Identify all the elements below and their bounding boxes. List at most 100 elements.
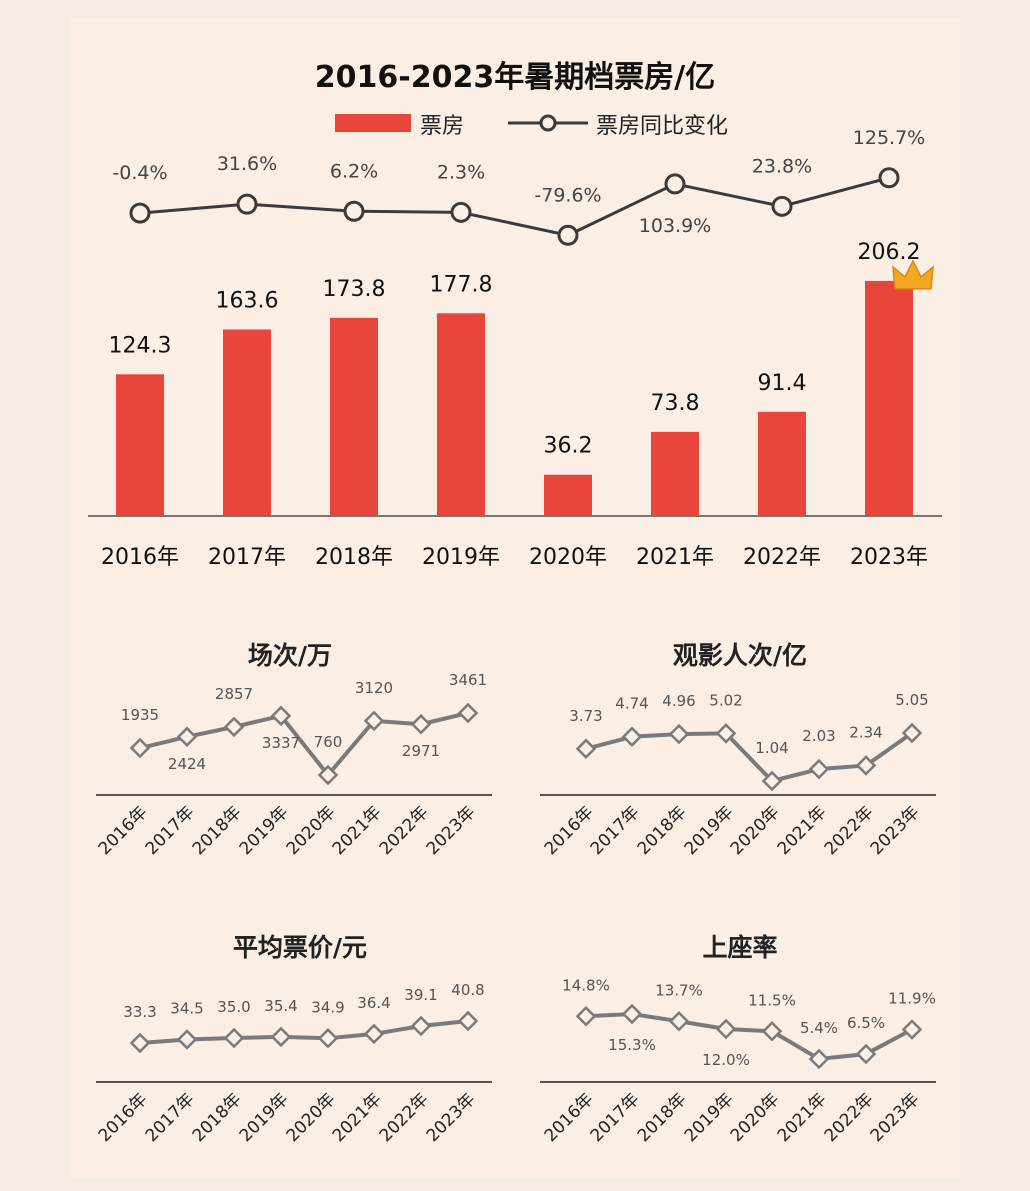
x-tick-label: 2017年 <box>142 802 199 859</box>
bar-value-label: 124.3 <box>109 333 172 358</box>
chart-title-admissions: 观影人次/亿 <box>672 641 808 670</box>
data-point <box>457 1010 479 1032</box>
yoy-value-label: 125.7% <box>853 127 925 149</box>
data-point <box>668 723 690 745</box>
bar <box>330 317 378 516</box>
data-point <box>855 755 877 776</box>
data-label: 36.4 <box>357 994 390 1012</box>
main-chart: 124.3 2016年 163.6 2017年 173.8 2018年 177.8 2019年… <box>88 127 942 570</box>
data-label: 3337 <box>262 734 300 752</box>
x-tick-label: 2020年 <box>283 1089 340 1146</box>
x-tick-label: 2020年 <box>529 545 607 570</box>
x-tick-label: 2020年 <box>727 1089 784 1146</box>
data-label: 5.05 <box>895 691 928 709</box>
data-point <box>270 705 292 727</box>
data-label: 760 <box>314 733 343 751</box>
x-tick-label: 2018年 <box>315 545 393 570</box>
data-label: 3120 <box>355 679 393 697</box>
x-tick-label: 2021年 <box>329 802 386 859</box>
chart-title-occupancy: 上座率 <box>702 933 778 962</box>
yoy-point <box>664 173 686 195</box>
x-tick-label: 2017年 <box>208 545 286 570</box>
data-point <box>176 1029 198 1050</box>
yoy-point <box>236 193 258 215</box>
data-label: 14.8% <box>562 976 610 994</box>
bar <box>437 313 485 516</box>
main-legend: 票房 票房同比变化 <box>0 108 1030 139</box>
x-tick-label: 2021年 <box>329 1089 386 1146</box>
yoy-point <box>129 202 151 224</box>
data-point <box>855 1043 877 1065</box>
data-point <box>808 758 830 780</box>
data-label: 2857 <box>215 685 253 703</box>
yoy-point <box>450 201 472 223</box>
x-tick-label: 2022年 <box>376 802 433 859</box>
bar-value-label: 36.2 <box>544 434 593 459</box>
x-tick-label: 2016年 <box>95 1089 152 1146</box>
data-point <box>270 1026 292 1048</box>
bar-value-label: 163.6 <box>216 288 279 313</box>
bar <box>544 474 592 516</box>
data-label: 13.7% <box>655 981 703 999</box>
legend-line-swatch <box>508 114 588 132</box>
x-tick-label: 2023年 <box>867 1089 924 1146</box>
x-tick-label: 2021年 <box>774 1089 831 1146</box>
data-point <box>223 716 245 738</box>
x-tick-label: 2022年 <box>743 545 821 570</box>
bar-value-label: 177.8 <box>430 272 493 297</box>
x-tick-label: 2022年 <box>376 1089 433 1146</box>
bar-value-label: 73.8 <box>651 391 700 416</box>
bar <box>116 374 164 516</box>
data-point <box>317 1028 339 1049</box>
x-tick-label: 2019年 <box>681 802 738 859</box>
data-point <box>363 710 385 732</box>
data-label: 2.03 <box>802 727 835 745</box>
x-tick-label: 2018年 <box>189 802 246 859</box>
x-tick-label: 2016年 <box>95 802 152 859</box>
x-tick-label: 2020年 <box>727 802 784 859</box>
data-label: 2971 <box>402 742 440 760</box>
x-tick-label: 2017年 <box>142 1089 199 1146</box>
crown-shape <box>892 259 934 290</box>
bar-value-label: 91.4 <box>758 371 807 396</box>
data-point <box>715 723 737 744</box>
data-point <box>621 1003 643 1025</box>
data-label: 15.3% <box>608 1036 656 1054</box>
data-point <box>761 770 783 792</box>
chart-title-screenings: 场次/万 <box>247 641 333 670</box>
bar-value-label: 206.2 <box>858 240 921 265</box>
x-tick-label: 2019年 <box>681 1089 738 1146</box>
data-label: 12.0% <box>702 1051 750 1069</box>
x-tick-label: 2016年 <box>101 545 179 570</box>
x-tick-label: 2016年 <box>541 802 598 859</box>
x-tick-label: 2023年 <box>423 1089 480 1146</box>
data-label: 6.5% <box>847 1014 885 1032</box>
data-point <box>808 1048 830 1070</box>
data-label: 40.8 <box>451 981 484 999</box>
x-tick-label: 2018年 <box>634 1089 691 1146</box>
data-point <box>901 1019 923 1040</box>
data-label: 3461 <box>449 671 487 689</box>
data-point <box>223 1027 245 1049</box>
data-label: 4.74 <box>615 695 648 713</box>
data-label: 35.4 <box>264 997 297 1015</box>
yoy-value-label: 31.6% <box>217 153 277 175</box>
bar <box>758 411 806 516</box>
x-tick-label: 2023年 <box>867 802 924 859</box>
data-label: 5.4% <box>800 1019 838 1037</box>
x-tick-label: 2021年 <box>774 802 831 859</box>
yoy-point <box>557 224 579 246</box>
data-point <box>901 722 923 744</box>
data-point <box>317 764 339 786</box>
data-label: 33.3 <box>123 1003 156 1021</box>
yoy-value-label: -79.6% <box>534 184 601 206</box>
yoy-line <box>139 176 890 237</box>
legend-bar-swatch <box>335 114 411 132</box>
yoy-value-label: -0.4% <box>112 162 167 184</box>
x-tick-label: 2019年 <box>236 802 293 859</box>
data-point <box>176 726 198 748</box>
x-tick-label: 2019年 <box>236 1089 293 1146</box>
data-point <box>129 1032 151 1054</box>
x-tick-label: 2018年 <box>634 802 691 859</box>
